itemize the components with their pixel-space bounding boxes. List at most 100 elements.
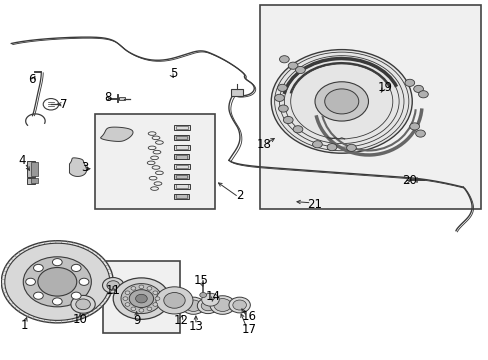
Text: 18: 18 — [256, 139, 271, 152]
Circle shape — [292, 126, 302, 133]
Bar — [27, 178, 35, 184]
Circle shape — [346, 144, 356, 152]
Circle shape — [213, 298, 231, 311]
Bar — [27, 161, 35, 177]
Circle shape — [156, 287, 193, 314]
Text: 12: 12 — [173, 314, 188, 327]
Circle shape — [125, 303, 130, 306]
Bar — [176, 145, 187, 149]
Bar — [174, 194, 188, 199]
Text: 7: 7 — [60, 99, 67, 112]
Circle shape — [79, 278, 89, 285]
Bar — [174, 164, 189, 169]
Circle shape — [279, 56, 288, 63]
Circle shape — [200, 293, 206, 297]
Text: 2: 2 — [235, 189, 243, 202]
Bar — [119, 97, 124, 100]
Circle shape — [274, 94, 284, 102]
Text: 5: 5 — [170, 67, 177, 80]
Circle shape — [415, 130, 425, 137]
Circle shape — [76, 299, 90, 310]
Bar — [30, 178, 38, 183]
Circle shape — [232, 300, 246, 310]
Circle shape — [71, 292, 81, 299]
Circle shape — [163, 293, 185, 308]
Circle shape — [26, 278, 35, 285]
Bar — [174, 184, 189, 189]
Text: 11: 11 — [105, 284, 121, 297]
Circle shape — [413, 85, 423, 93]
Circle shape — [182, 297, 204, 314]
Circle shape — [23, 257, 91, 307]
Bar — [176, 155, 186, 159]
Bar — [174, 174, 188, 179]
Bar — [30, 162, 38, 176]
Text: 19: 19 — [377, 81, 392, 94]
Bar — [260, 5, 480, 209]
Circle shape — [102, 278, 123, 293]
Circle shape — [209, 296, 235, 314]
Circle shape — [125, 291, 130, 294]
Text: 6: 6 — [28, 73, 35, 86]
Circle shape — [135, 294, 147, 303]
Circle shape — [418, 91, 427, 98]
Bar — [174, 145, 189, 150]
Circle shape — [283, 116, 292, 123]
Text: 21: 21 — [307, 198, 322, 211]
Bar — [95, 113, 215, 209]
Circle shape — [287, 62, 297, 69]
Text: 3: 3 — [81, 161, 88, 174]
Circle shape — [312, 141, 322, 148]
Circle shape — [131, 287, 136, 290]
Circle shape — [34, 264, 43, 271]
Text: 10: 10 — [73, 313, 87, 326]
Text: 8: 8 — [104, 91, 112, 104]
Circle shape — [147, 307, 152, 311]
Text: 13: 13 — [188, 320, 203, 333]
Circle shape — [197, 298, 218, 314]
Circle shape — [153, 291, 158, 294]
Circle shape — [185, 300, 201, 311]
Bar — [176, 175, 186, 178]
Polygon shape — [101, 127, 133, 141]
Circle shape — [404, 79, 414, 86]
Bar — [174, 135, 188, 140]
Bar — [102, 261, 180, 333]
Circle shape — [314, 82, 368, 121]
Text: 15: 15 — [193, 274, 208, 287]
Text: 9: 9 — [133, 314, 140, 327]
Circle shape — [139, 309, 143, 312]
Circle shape — [38, 267, 77, 296]
Circle shape — [34, 292, 43, 299]
Text: 17: 17 — [242, 323, 256, 336]
Circle shape — [139, 285, 143, 289]
Circle shape — [201, 293, 219, 306]
Circle shape — [131, 307, 136, 311]
Circle shape — [201, 301, 214, 311]
Bar — [174, 154, 188, 159]
Bar — [176, 184, 187, 188]
Circle shape — [122, 297, 127, 300]
Bar — [174, 125, 189, 130]
Text: 20: 20 — [402, 174, 416, 187]
Circle shape — [113, 278, 169, 319]
Circle shape — [52, 298, 62, 305]
Circle shape — [271, 50, 411, 153]
Bar — [230, 89, 243, 96]
Text: 14: 14 — [205, 289, 220, 303]
Circle shape — [153, 303, 158, 306]
Text: 16: 16 — [242, 310, 256, 323]
Circle shape — [129, 290, 153, 307]
Circle shape — [324, 89, 358, 114]
Bar — [176, 194, 186, 198]
Circle shape — [155, 297, 160, 300]
Circle shape — [172, 300, 185, 310]
Bar — [176, 126, 187, 129]
Bar — [176, 165, 187, 168]
Circle shape — [71, 264, 81, 271]
Circle shape — [326, 144, 336, 151]
Circle shape — [1, 241, 113, 323]
Circle shape — [295, 66, 305, 73]
Polygon shape — [69, 158, 86, 176]
Circle shape — [409, 123, 419, 130]
